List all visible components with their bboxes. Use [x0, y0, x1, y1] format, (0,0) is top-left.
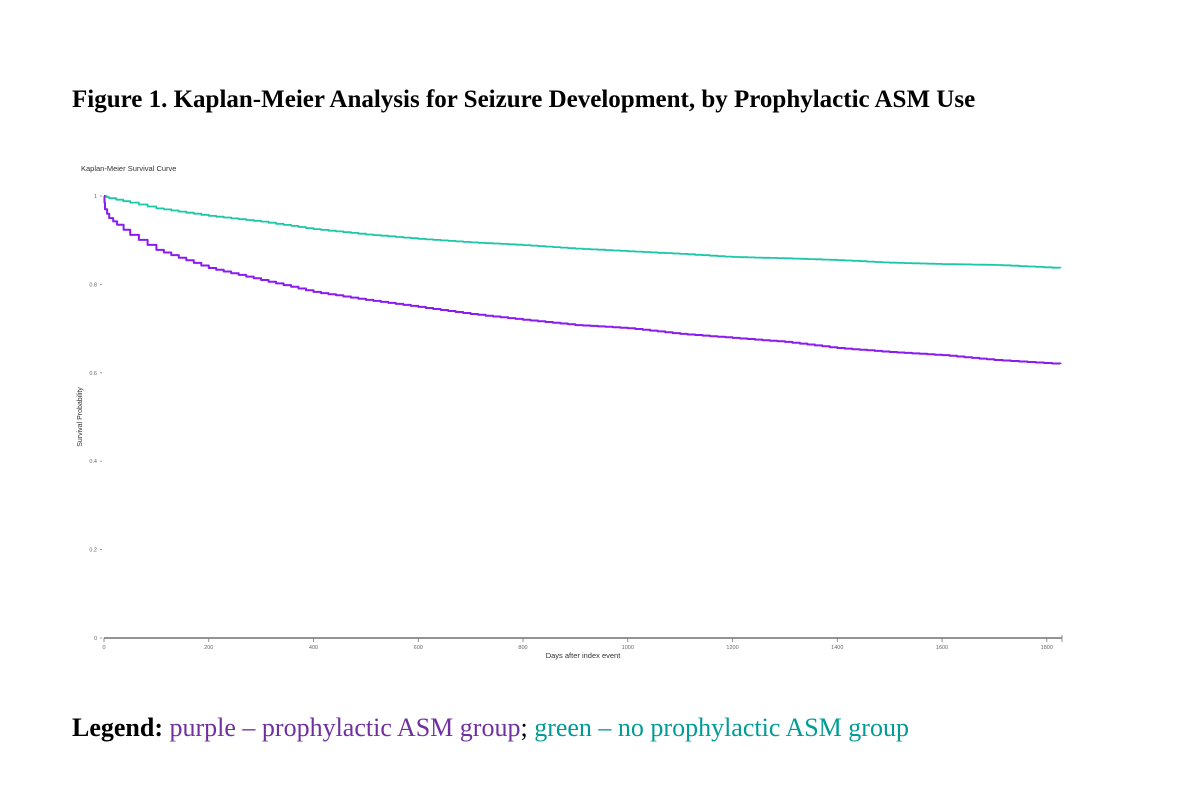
x-tick-label: 1200: [726, 645, 738, 651]
x-tick-label: 1600: [936, 645, 948, 651]
x-tick-label: 1800: [1041, 645, 1053, 651]
legend-purple: purple – prophylactic ASM group: [169, 713, 521, 742]
x-tick-label: 400: [309, 645, 318, 651]
y-tick-label: 0.4: [89, 459, 97, 465]
legend-label: Legend:: [72, 713, 163, 742]
x-axis-label: Days after index event: [546, 651, 622, 660]
legend-green: green – no prophylactic ASM group: [534, 713, 909, 742]
y-tick-label: 0.6: [89, 371, 97, 377]
figure-legend: Legend: purple – prophylactic ASM group;…: [72, 713, 909, 743]
legend-separator: ;: [520, 713, 528, 742]
y-tick-label: 0: [94, 636, 97, 642]
x-tick-label: 800: [518, 645, 527, 651]
y-axis-label: Survival Probability: [77, 387, 84, 447]
figure-title: Figure 1. Kaplan-Meier Analysis for Seiz…: [72, 86, 976, 113]
y-tick-label: 0.8: [89, 282, 97, 288]
chart-title: Kaplan-Meier Survival Curve: [81, 164, 176, 173]
x-tick-label: 600: [414, 645, 423, 651]
x-tick-label: 0: [102, 645, 105, 651]
y-tick-label: 1: [94, 194, 97, 200]
y-tick-label: 0.2: [89, 548, 97, 554]
series-line-asm: [103, 195, 1062, 365]
series-line-no-asm: [104, 195, 1062, 269]
x-tick-label: 1000: [622, 645, 634, 651]
x-tick-label: 200: [204, 645, 213, 651]
x-tick-label: 1400: [831, 645, 843, 651]
